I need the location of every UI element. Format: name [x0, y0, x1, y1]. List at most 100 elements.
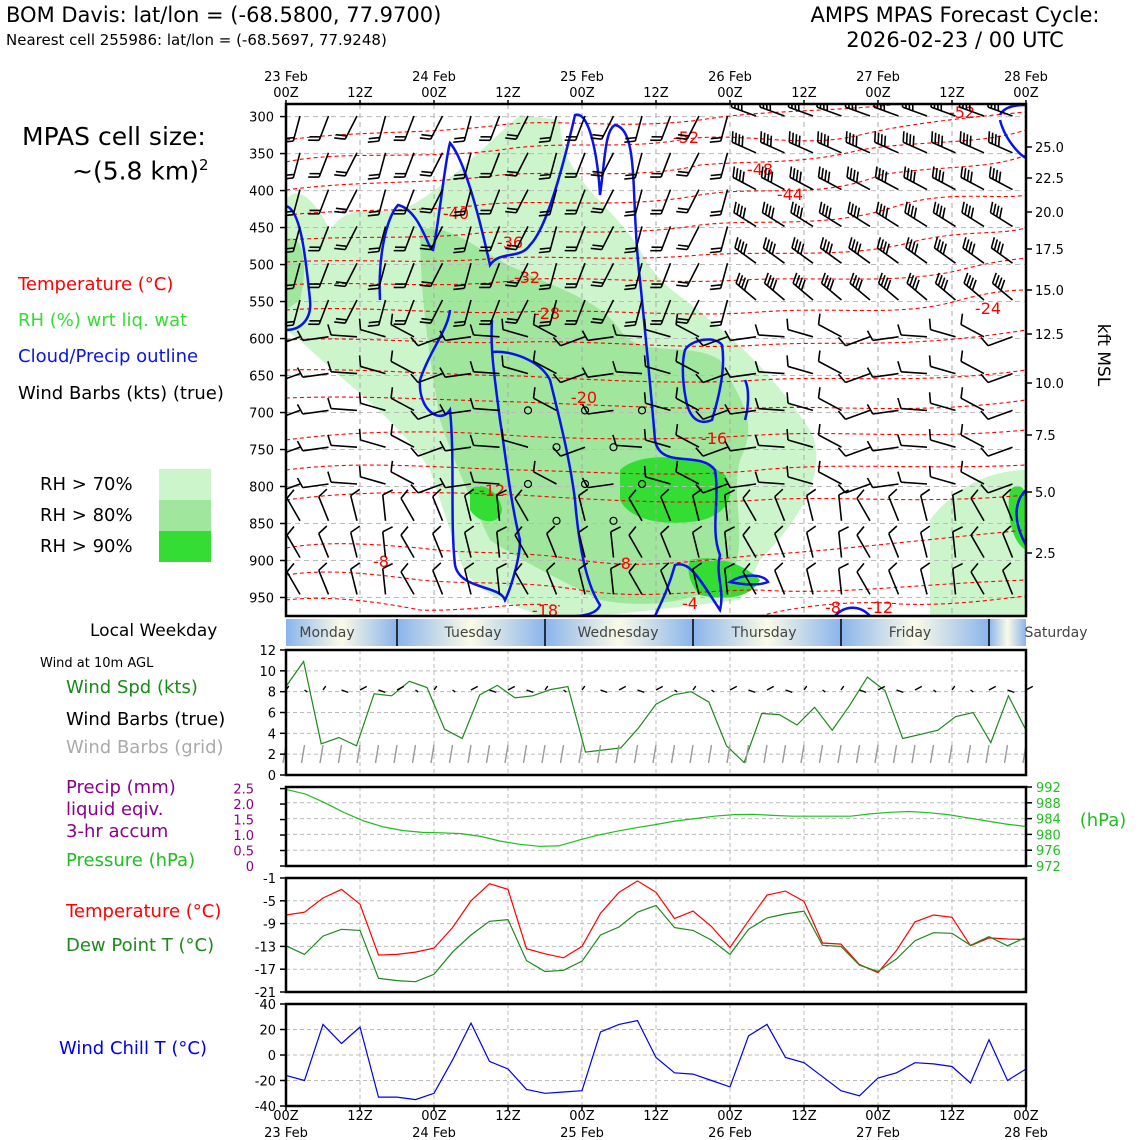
wind-barb-shaft: [318, 115, 330, 141]
temperature-contour: [286, 464, 1026, 475]
wind-barb-feather: [358, 429, 362, 441]
wind-barb: [609, 562, 621, 595]
wind-barb: [650, 226, 672, 252]
surface-barb-grid: [559, 744, 565, 764]
wind-barb-feather: [754, 361, 760, 373]
wind-barb-feather: [819, 237, 825, 249]
wind-barb-shaft: [758, 407, 785, 412]
wind-barb-shaft: [960, 323, 985, 338]
wind-barb: [453, 226, 472, 254]
wind-barb: [960, 423, 985, 448]
wind-barb-shaft: [514, 497, 529, 522]
wind-barb-feather: [695, 373, 704, 384]
surface-barb-true: [433, 685, 438, 691]
wind-barb-feather: [786, 392, 789, 404]
wind-barb-feather: [439, 330, 446, 341]
wind-barb-feather: [796, 205, 801, 217]
wind-barb-shaft: [463, 152, 472, 179]
wind-barb-shaft: [660, 569, 672, 595]
surface-barb-grid: [374, 744, 380, 764]
wind-barb-feather: [710, 173, 722, 177]
wind-barb-feather: [786, 355, 789, 367]
bottom-hour-label: 00Z: [717, 1109, 743, 1124]
wind-barb: [676, 189, 700, 214]
wind-barb-shaft: [970, 534, 985, 558]
wind-barb-shaft: [1002, 496, 1014, 522]
wind-barb-feather: [934, 168, 938, 180]
wind-barb-feather: [993, 239, 999, 251]
wind-barb: [538, 226, 558, 254]
wind-barb-feather: [880, 134, 883, 146]
calm-circle: [609, 516, 618, 525]
wind-barb-feather: [960, 313, 964, 325]
wind-barb-shaft: [702, 372, 728, 384]
wind-barb-feather: [532, 313, 536, 325]
wind-barb-shaft: [381, 494, 387, 521]
wind-barb-feather: [788, 131, 791, 143]
wind-barb: [334, 299, 358, 324]
temperature-contour-label: -16: [701, 429, 727, 448]
wind-barb-feather: [367, 213, 379, 217]
wind-barb-shaft: [286, 483, 301, 490]
wind-barb: [453, 115, 472, 144]
wind-barb: [308, 226, 330, 252]
surface-wind-barb: [448, 689, 456, 764]
wind-barb-shaft: [792, 282, 814, 301]
wind-barb-feather: [855, 135, 858, 147]
wind-barb-shaft: [1002, 569, 1014, 595]
wind-barb-shaft: [429, 262, 444, 287]
wind-barb-feather: [432, 488, 442, 498]
wind-barb: [980, 336, 1013, 347]
wind-barb-shaft: [344, 299, 358, 324]
surface-barb-grid: [874, 744, 879, 764]
wind-barb-shaft: [574, 115, 586, 141]
axis-labels: 3003504004505005506006507007508008509009…: [233, 70, 1126, 1140]
wind-barb: [980, 483, 1013, 494]
wind-barb-feather: [932, 201, 937, 213]
wind-barb-feather: [677, 133, 689, 137]
wind-barb: [410, 372, 443, 384]
wind-barb: [590, 115, 615, 140]
top-day-label: 27 Feb: [856, 70, 900, 85]
bottom-hour-label: 00Z: [1013, 1109, 1039, 1124]
wind-barb-feather: [286, 284, 295, 287]
wind-barb-shaft: [489, 189, 501, 215]
surface-barb-true: [729, 685, 738, 691]
calm-circle: [523, 479, 533, 489]
wind-barb-feather: [334, 137, 346, 140]
wind-barb-feather: [318, 562, 328, 571]
wind-barb-feather: [928, 392, 932, 404]
wind-barb-feather: [913, 207, 918, 219]
wind-barb-shaft: [286, 409, 301, 417]
wind-barb-shaft: [791, 247, 814, 264]
wind-barb-feather: [732, 166, 736, 178]
wind-barb-shaft: [429, 299, 444, 324]
wind-barb-feather: [676, 284, 688, 288]
wind-barb-feather: [793, 203, 797, 215]
wind-barb-feather: [940, 135, 944, 147]
wind-barb-feather: [709, 140, 721, 144]
wind-barb: [961, 201, 985, 228]
wind-barb-feather: [909, 274, 915, 286]
pressure-tick-label: 750: [249, 444, 274, 459]
wind-barb: [897, 434, 928, 448]
wind-barb-feather: [733, 201, 737, 213]
wind-barb-feather: [759, 131, 763, 143]
wind-barb-shaft: [723, 531, 729, 558]
wind-barb: [419, 189, 444, 214]
top-hour-label: 12Z: [939, 86, 965, 101]
wind-barb: [643, 429, 671, 448]
wind-barb-feather: [660, 562, 670, 571]
temp-panel-frame: [284, 876, 1028, 994]
windchill-tick-label: -20: [255, 1075, 276, 1090]
temp-tick-label: -1: [263, 872, 276, 887]
wind-barb-feather: [590, 173, 602, 177]
wind-barb-shaft: [600, 189, 615, 214]
wind-barb: [439, 477, 472, 489]
surface-wind-barb: [578, 685, 586, 764]
surface-barb-true: [970, 689, 974, 693]
wind-barb-feather: [710, 136, 722, 140]
wind-barb: [381, 526, 393, 558]
wind-barb-feather: [851, 239, 856, 251]
wind-barb-feather: [590, 321, 602, 324]
